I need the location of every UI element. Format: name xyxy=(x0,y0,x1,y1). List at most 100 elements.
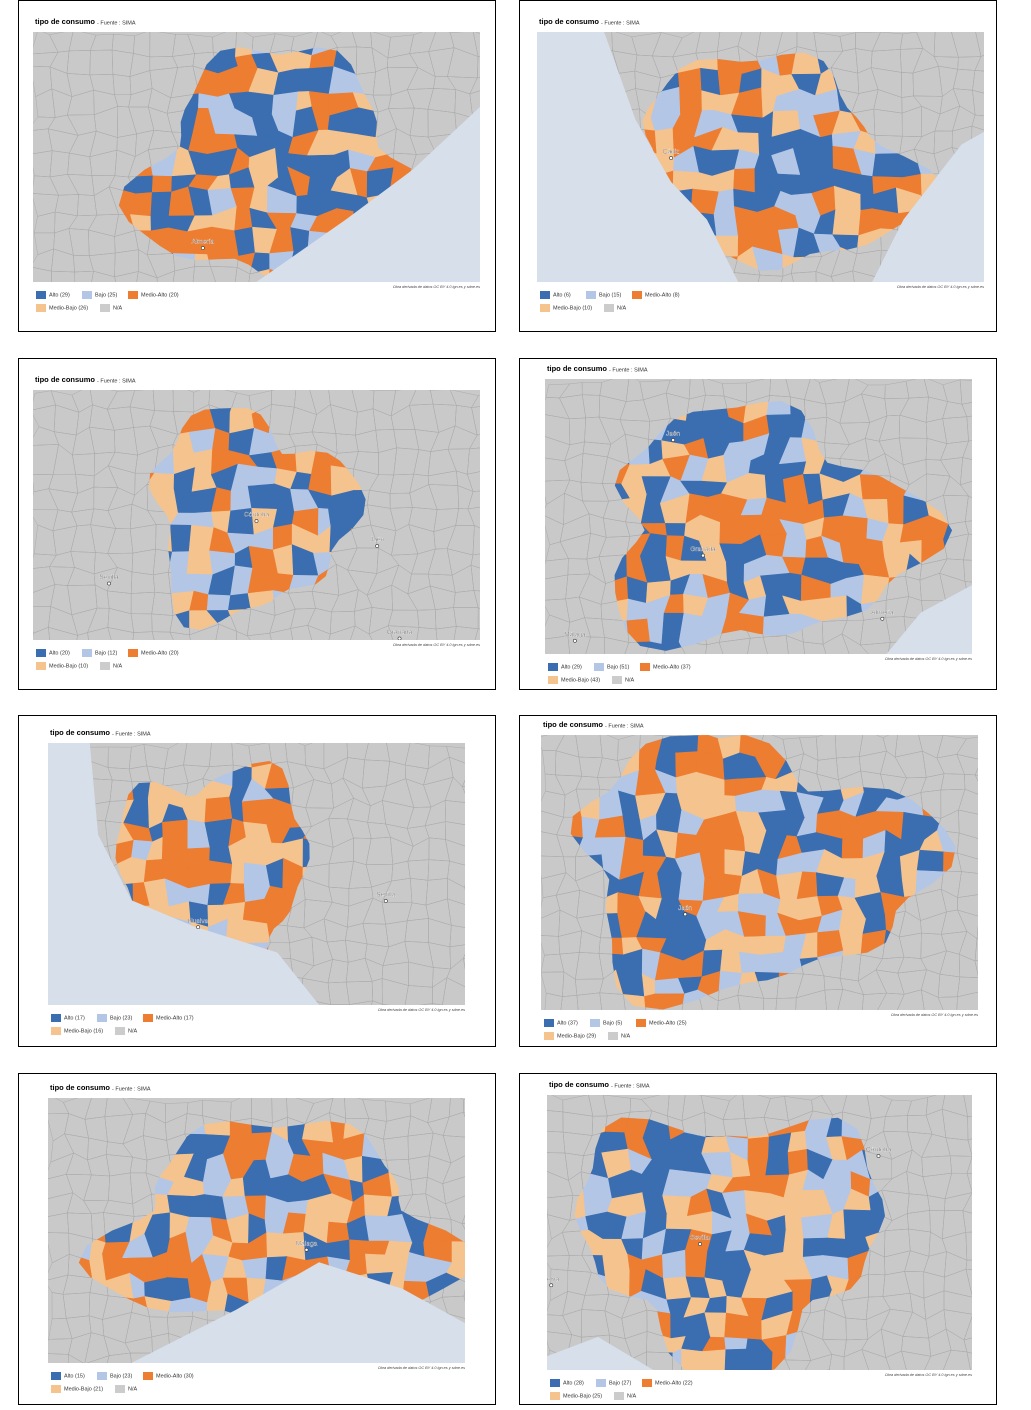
legend-swatch xyxy=(590,1019,600,1027)
attribution: Obra derivada de datos OC BY 4.0 ign.es … xyxy=(393,285,480,289)
legend-swatch xyxy=(36,649,46,657)
legend-label: Bajo (51) xyxy=(607,664,629,670)
municipality xyxy=(860,193,875,211)
municipality-outline xyxy=(974,938,978,962)
source: - Fuente : SIMA xyxy=(112,731,151,737)
legend-swatch xyxy=(640,663,650,671)
legend-label: N/A xyxy=(113,663,123,669)
municipality-outline xyxy=(956,736,978,760)
municipality xyxy=(661,641,687,651)
municipality-outline xyxy=(86,1355,110,1363)
city-marker xyxy=(196,925,201,930)
sea xyxy=(537,32,739,282)
municipality xyxy=(841,838,864,860)
municipality xyxy=(230,862,245,885)
municipality xyxy=(832,209,862,236)
municipality xyxy=(860,174,875,195)
legend-label: Bajo (23) xyxy=(110,1015,132,1021)
municipality xyxy=(758,132,773,156)
legend-swatch xyxy=(608,1032,618,1040)
municipality xyxy=(679,86,703,115)
legend-label: Alto (37) xyxy=(557,1020,578,1026)
municipality-outline xyxy=(963,533,972,561)
municipality xyxy=(724,778,738,797)
legend-swatch xyxy=(586,291,596,299)
municipality-outline xyxy=(269,628,294,640)
legend-swatch xyxy=(143,1372,153,1380)
sea xyxy=(48,743,320,1005)
municipality xyxy=(654,993,686,1010)
municipality-outline xyxy=(803,641,827,654)
municipality-outline xyxy=(67,1353,84,1363)
municipality-outline xyxy=(446,746,465,764)
city-label: Almería xyxy=(192,239,215,246)
city-label: Jaén xyxy=(370,537,384,544)
city-label: Almería xyxy=(871,609,894,616)
municipality-outline xyxy=(442,977,465,1005)
panel-title: tipo de consumo xyxy=(549,1080,609,1089)
municipality-outline xyxy=(958,788,978,815)
municipality-outline xyxy=(210,266,238,282)
municipality-outline xyxy=(920,989,944,1010)
municipality-outline xyxy=(114,271,139,282)
source: - Fuente : SIMA xyxy=(611,1083,650,1089)
municipality xyxy=(901,811,925,841)
map-panel: tipo de consumo - Fuente : SIMA HuelvaSevi… xyxy=(18,715,496,1047)
municipality-outline xyxy=(958,809,978,839)
municipality-outline xyxy=(33,267,52,282)
municipality-outline xyxy=(445,821,465,847)
legend-label: Medio-Alto (20) xyxy=(141,292,179,298)
municipality-outline xyxy=(472,525,480,556)
city-marker xyxy=(397,636,402,640)
legend-label: Bajo (5) xyxy=(603,1020,622,1026)
municipality-outline xyxy=(962,440,972,460)
city-label: Huelva xyxy=(188,918,209,925)
municipality xyxy=(643,641,669,651)
legend-label: Medio-Bajo (10) xyxy=(553,305,592,311)
legend-swatch xyxy=(82,291,92,299)
legend-swatch xyxy=(51,1385,61,1393)
city-label: Granada xyxy=(690,546,716,553)
municipality-outline xyxy=(130,1352,153,1363)
legend-label: Bajo (23) xyxy=(110,1373,132,1379)
municipality-outline xyxy=(697,989,719,1010)
city-label: Jaén xyxy=(678,905,692,912)
city-marker xyxy=(671,438,676,442)
municipality-outline xyxy=(236,631,251,640)
legend-swatch xyxy=(544,1032,554,1040)
map: Málaga xyxy=(48,1098,465,1363)
legend-swatch xyxy=(604,304,614,312)
map-panel: tipo de consumo - Fuente : SIMACórdobaJaé… xyxy=(18,358,496,690)
legend-label: N/A xyxy=(625,677,635,683)
municipality xyxy=(363,1194,393,1217)
legend-swatch xyxy=(632,291,642,299)
municipality-outline xyxy=(964,495,972,522)
city-marker xyxy=(107,581,111,586)
panel-title: tipo de consumo xyxy=(50,728,110,737)
city-marker xyxy=(254,519,259,523)
municipality xyxy=(150,191,172,217)
city-marker xyxy=(383,899,388,903)
municipality xyxy=(242,919,271,944)
municipality-outline xyxy=(705,642,724,654)
municipality-outline xyxy=(781,272,794,282)
municipality-outline xyxy=(477,56,480,79)
municipality-outline xyxy=(964,520,972,535)
municipality-outline xyxy=(192,266,216,282)
attribution: Obra derivada de datos OC BY 4.0 ign.es … xyxy=(378,1366,465,1370)
municipality-outline xyxy=(544,992,563,1010)
city-marker xyxy=(572,638,577,643)
municipality-outline xyxy=(976,925,978,939)
panel-title: tipo de consumo xyxy=(35,17,95,26)
municipality-outline xyxy=(419,1003,434,1005)
municipality-outline xyxy=(442,1135,465,1164)
panel-title: tipo de consumo xyxy=(35,375,95,384)
municipality xyxy=(242,898,268,925)
municipality-outline xyxy=(957,894,978,917)
municipality xyxy=(762,613,791,638)
municipality-outline xyxy=(747,636,768,654)
map-panel: tipo de consumo - Fuente : SIMACádizObra … xyxy=(519,0,997,332)
